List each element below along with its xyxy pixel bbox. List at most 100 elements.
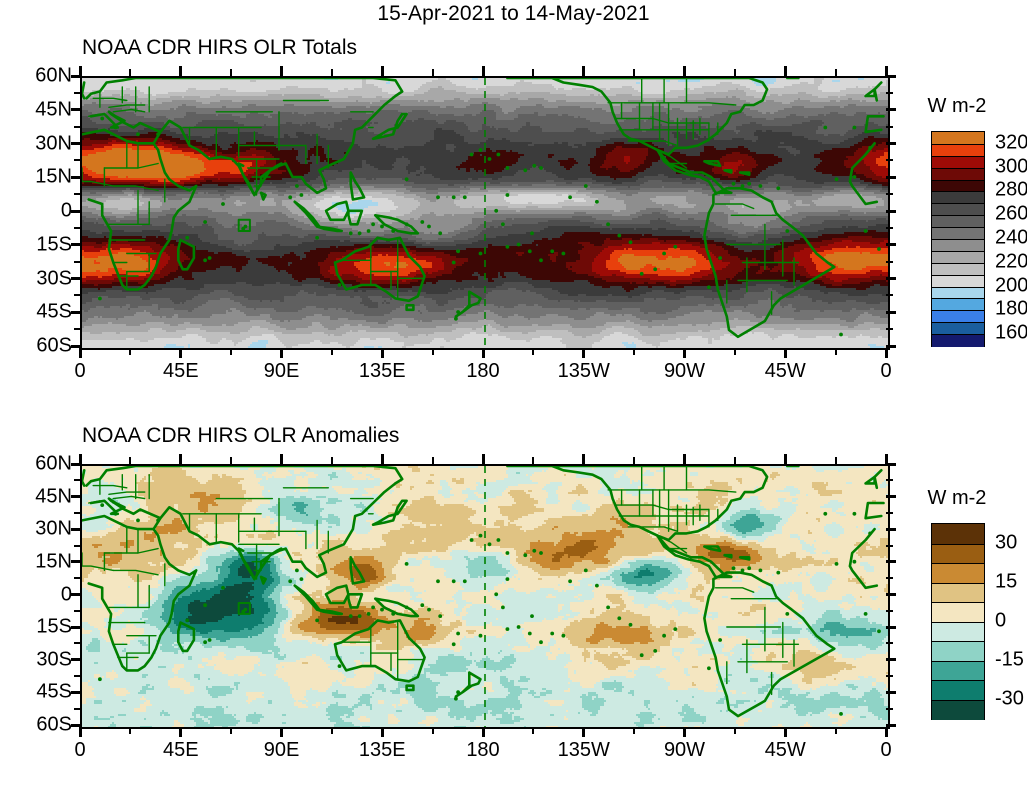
colorbar-totals-label-260: 260 — [995, 202, 1027, 225]
coastline-20 — [723, 169, 733, 174]
colorbar-totals-label-240: 240 — [995, 226, 1027, 249]
island-25 — [539, 166, 543, 170]
ytick-1-5 — [71, 625, 81, 629]
field-band-11 — [82, 116, 888, 308]
xtick-top-1-1 — [179, 454, 183, 464]
ytick-minor-0-3 — [74, 193, 81, 196]
island-70 — [487, 157, 492, 161]
xtick-minor-0-2 — [330, 348, 333, 355]
colorbar-totals-label-160: 160 — [995, 321, 1027, 344]
island-49 — [868, 531, 872, 536]
xtick-minor-0-4 — [532, 348, 535, 355]
island-34 — [299, 577, 304, 581]
xtick-top-1-0 — [78, 454, 82, 464]
ylabel-0-45N: 45N — [35, 98, 72, 121]
colorbar-anomalies-divider-1 — [932, 543, 984, 545]
ytick-right-0-6 — [886, 277, 896, 280]
xtick-1-6 — [683, 727, 686, 737]
coastline-6 — [259, 191, 267, 201]
coastline-22 — [703, 187, 836, 339]
map-olr-anomalies — [80, 464, 890, 729]
colorbar-totals-swatch-3 — [932, 167, 984, 181]
colorbar-totals-label-320: 320 — [995, 131, 1027, 154]
ylabel-0-15S: 15S — [36, 233, 72, 256]
xtick-minor-1-0 — [129, 727, 132, 734]
island-13 — [505, 627, 510, 631]
island-49 — [868, 145, 872, 150]
border-65 — [112, 495, 146, 500]
island-33 — [295, 568, 299, 573]
colorbar-totals-divider-4 — [932, 179, 984, 181]
coastline-16 — [454, 671, 482, 698]
xtick-top-0-5 — [582, 66, 586, 76]
xtick-top-1-6 — [683, 454, 686, 464]
xtick-top-0-6 — [683, 66, 686, 76]
island-59 — [718, 256, 722, 260]
xtick-minor-1-3 — [431, 727, 434, 734]
coastline-22 — [703, 571, 836, 718]
island-23 — [523, 553, 528, 558]
ylabel-0-60S: 60S — [36, 334, 72, 357]
ytick-minor-1-4 — [74, 609, 81, 612]
coastline-9 — [315, 225, 343, 233]
xlabel-0-7: 45W — [764, 360, 806, 382]
colorbar-totals-divider-5 — [932, 191, 984, 193]
island-6 — [404, 222, 409, 227]
colorbar-totals-divider-14 — [932, 298, 984, 300]
ylabel-0-0: 0 — [60, 199, 72, 222]
ytick-right-0-2 — [886, 142, 896, 145]
island-77 — [113, 511, 118, 516]
xtick-0-6 — [683, 348, 686, 358]
border-19 — [82, 167, 114, 187]
coastline-7 — [371, 499, 408, 526]
colorbar-totals-divider-7 — [932, 215, 984, 217]
field-band-14 — [82, 138, 888, 286]
xtick-minor-0-5 — [633, 348, 636, 355]
island-64 — [606, 222, 610, 227]
ytick-right-1-6 — [886, 658, 896, 662]
colorbar-anomalies-swatch-1 — [932, 543, 984, 564]
colorbar-anomalies-label--15: -15 — [995, 648, 1024, 670]
island-35 — [348, 231, 353, 236]
island-41 — [337, 664, 342, 668]
xlabel-0-6: 90W — [663, 360, 706, 382]
island-19 — [530, 231, 534, 236]
coastline-2 — [85, 466, 885, 581]
island-42 — [315, 235, 319, 240]
island-66 — [583, 184, 588, 188]
xtick-1-8 — [884, 727, 888, 737]
colorbar-totals-divider-8 — [932, 227, 984, 229]
island-36 — [357, 231, 362, 236]
coastline-13 — [349, 171, 366, 201]
ytick-right-1-5 — [886, 625, 896, 629]
colorbar-totals-divider-9 — [932, 239, 984, 240]
colorbar-totals-swatch-12 — [932, 274, 984, 288]
island-10 — [404, 562, 409, 566]
island-8 — [451, 195, 456, 200]
colorbar-anomalies-divider-4 — [932, 602, 984, 603]
island-44 — [785, 612, 790, 616]
ylabel-0-30N: 30N — [35, 132, 72, 154]
border-64 — [108, 491, 146, 495]
xtick-minor-top-0-3 — [431, 69, 434, 76]
field-band-3 — [86, 472, 888, 727]
xtick-top-1-5 — [582, 454, 586, 464]
xtick-minor-0-0 — [129, 348, 132, 355]
colorbar-anomalies-divider-6 — [932, 641, 984, 642]
island-77 — [113, 125, 118, 130]
ytick-minor-0-6 — [74, 294, 81, 297]
island-53 — [731, 566, 736, 571]
xtick-1-1 — [179, 727, 183, 737]
ylabel-1-45S: 45S — [36, 680, 72, 703]
island-67 — [568, 195, 572, 200]
island-43 — [241, 609, 246, 614]
island-13 — [505, 244, 510, 249]
island-58 — [707, 666, 711, 671]
island-21 — [494, 592, 499, 597]
xtick-minor-0-7 — [834, 348, 837, 355]
xtick-minor-1-7 — [834, 727, 837, 734]
xtick-top-0-7 — [783, 66, 787, 76]
coastline-12 — [374, 597, 420, 618]
ytick-minor-right-0-7 — [886, 328, 893, 331]
xtick-1-4 — [481, 727, 485, 737]
